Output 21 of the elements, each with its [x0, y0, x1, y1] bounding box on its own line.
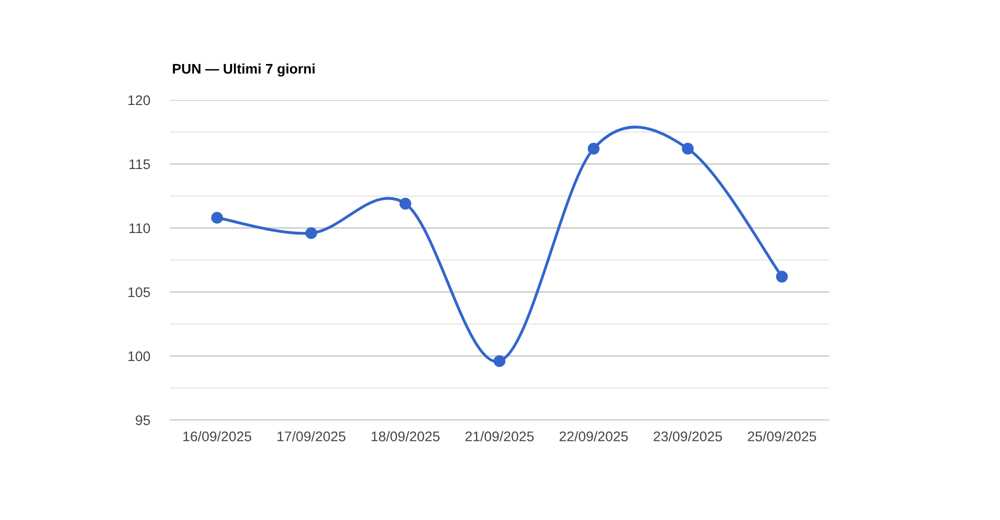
point — [682, 142, 694, 155]
x-tick-label: 17/09/2025 — [278, 431, 346, 442]
chart-title: PUN — Ultimi 7 giorni — [172, 63, 315, 77]
point — [588, 142, 600, 155]
x-tick-label: 21/09/2025 — [465, 431, 534, 442]
x-tick-label: 18/09/2025 — [372, 431, 440, 442]
x-tick-label: 22/09/2025 — [560, 431, 628, 442]
y-tick-label: 110 — [129, 223, 150, 234]
x-tick-label: 25/09/2025 — [748, 431, 816, 442]
y-tick-label: 100 — [128, 351, 150, 362]
point — [305, 227, 318, 240]
x-tick-label: 23/09/2025 — [654, 431, 722, 442]
y-tick-label: 115 — [129, 159, 150, 170]
point — [776, 270, 788, 283]
x-tick-label: 16/09/2025 — [183, 431, 252, 442]
point — [494, 355, 506, 368]
point — [211, 212, 223, 224]
y-tick-label: 95 — [136, 415, 150, 426]
y-tick-label: 120 — [128, 95, 150, 106]
point — [399, 198, 412, 210]
y-tick-label: 105 — [128, 287, 150, 298]
